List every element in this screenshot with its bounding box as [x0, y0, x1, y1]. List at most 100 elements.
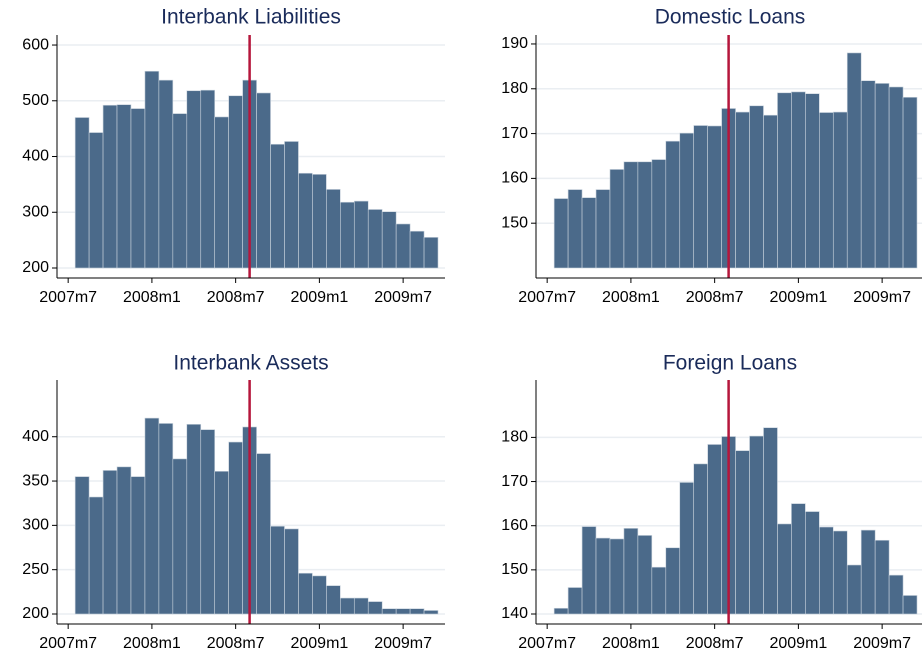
bar: [353, 200, 369, 269]
bar: [902, 96, 918, 269]
bar: [595, 537, 611, 615]
bar: [158, 423, 174, 615]
bar: [228, 95, 243, 269]
bar: [805, 511, 820, 615]
bar: [805, 93, 820, 269]
x-tick-label: 2009m1: [769, 289, 827, 306]
bar: [791, 91, 806, 269]
y-tick-label: 200: [22, 259, 49, 276]
bar: [381, 211, 397, 269]
bar: [158, 79, 174, 269]
chart-title: Interbank Liabilities: [161, 6, 341, 29]
bar: [651, 159, 667, 269]
bar: [270, 143, 285, 269]
y-tick-label: 180: [501, 80, 528, 97]
x-tick-label: 2008m7: [207, 289, 265, 306]
chart-title: Foreign Loans: [663, 352, 797, 375]
bar: [270, 525, 285, 615]
bar: [777, 92, 792, 269]
bar: [409, 230, 425, 269]
bar: [874, 539, 890, 615]
bar: [832, 530, 848, 615]
bar: [749, 435, 764, 615]
bar: [832, 111, 848, 269]
bar: [567, 189, 583, 269]
y-tick-label: 350: [22, 472, 49, 489]
x-tick-label: 2008m7: [207, 635, 265, 652]
y-tick-label: 160: [501, 170, 528, 187]
x-tick-label: 2007m7: [518, 635, 576, 652]
bar: [423, 237, 439, 269]
bar: [749, 105, 764, 269]
bar: [200, 429, 216, 615]
bar: [819, 526, 834, 615]
bar: [367, 209, 383, 269]
bar: [693, 463, 708, 615]
bar: [679, 132, 695, 269]
bar: [395, 608, 411, 615]
bar: [144, 70, 160, 269]
bar: [581, 526, 597, 615]
bar: [186, 90, 202, 269]
bar: [284, 528, 299, 615]
bar: [312, 575, 327, 615]
bar: [102, 104, 118, 269]
bar: [423, 610, 439, 615]
bar: [88, 496, 104, 615]
bar: [116, 466, 132, 615]
bar: [130, 108, 146, 269]
bar: [819, 112, 834, 269]
bar: [116, 104, 132, 269]
y-tick-label: 170: [501, 473, 528, 490]
bar: [395, 223, 411, 269]
bar: [763, 114, 778, 269]
x-tick-label: 2009m7: [853, 289, 911, 306]
chart-title: Domestic Loans: [655, 6, 806, 29]
bar: [707, 125, 722, 269]
x-tick-label: 2008m1: [602, 289, 660, 306]
bar: [144, 417, 160, 615]
bar: [888, 86, 904, 269]
bar: [214, 116, 229, 269]
x-tick-label: 2008m1: [123, 635, 181, 652]
bar: [340, 201, 355, 269]
bar: [860, 529, 876, 615]
bar: [609, 538, 625, 615]
bar: [214, 470, 229, 615]
bar: [409, 608, 425, 615]
bar: [102, 470, 118, 615]
bar: [256, 453, 271, 615]
bar: [298, 572, 313, 615]
x-tick-label: 2009m1: [290, 289, 348, 306]
bar: [846, 564, 862, 615]
x-tick-label: 2007m7: [39, 635, 97, 652]
x-tick-label: 2008m1: [602, 635, 660, 652]
bar: [902, 595, 918, 615]
bar: [256, 92, 271, 269]
y-tick-label: 170: [501, 125, 528, 142]
x-tick-label: 2008m7: [686, 289, 744, 306]
y-tick-label: 400: [22, 428, 49, 445]
bar: [595, 189, 611, 269]
bar: [381, 608, 397, 615]
y-tick-label: 190: [501, 35, 528, 52]
bar: [777, 523, 792, 615]
bar: [888, 574, 904, 615]
y-tick-label: 400: [22, 148, 49, 165]
x-tick-label: 2009m1: [769, 635, 827, 652]
y-tick-label: 300: [22, 517, 49, 534]
bar: [735, 111, 750, 269]
bar: [326, 585, 341, 615]
bar: [353, 597, 369, 615]
bar: [130, 476, 146, 615]
y-tick-label: 140: [501, 605, 528, 622]
bar: [228, 441, 243, 615]
x-tick-label: 2007m7: [39, 289, 97, 306]
bar: [567, 587, 583, 615]
y-tick-label: 160: [501, 517, 528, 534]
bar: [665, 547, 681, 615]
bar: [553, 607, 569, 615]
y-tick-label: 150: [501, 561, 528, 578]
bar: [74, 476, 90, 615]
